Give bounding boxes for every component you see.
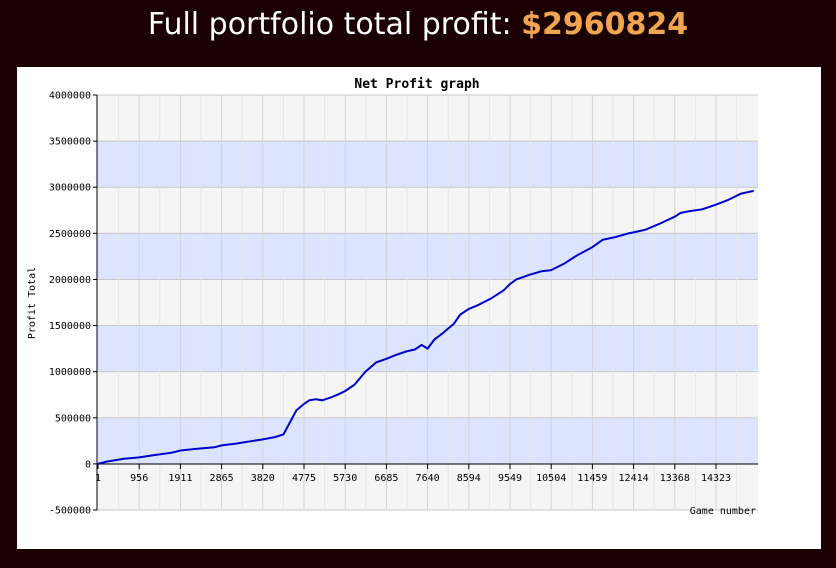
header-label: Full portfolio total profit: xyxy=(147,7,512,42)
x-tick-label: 8594 xyxy=(457,473,481,484)
chart-title: Net Profit graph xyxy=(354,77,479,92)
x-tick-label: 956 xyxy=(130,473,148,484)
y-tick-label: 0 xyxy=(85,459,91,470)
y-tick-label: -500000 xyxy=(49,506,91,517)
y-tick-label: 1500000 xyxy=(49,321,91,332)
profit-series-line xyxy=(97,189,754,465)
x-tick-label: 1 xyxy=(95,473,101,484)
net-profit-chart: Net Profit graph -5000000500000100000015… xyxy=(27,77,758,517)
y-axis-label: Profit Total xyxy=(27,267,38,339)
x-tick-label: 14323 xyxy=(701,473,731,484)
chart-panel: Net Profit graph -500000 0 500000 1000000 15… xyxy=(17,67,821,549)
y-tick-label: 2500000 xyxy=(49,229,91,240)
x-tick-label: 4775 xyxy=(292,473,316,484)
y-tick-label: 2000000 xyxy=(49,275,91,286)
x-tick-label: 12414 xyxy=(619,473,649,484)
y-tick-label: 3500000 xyxy=(49,137,91,148)
x-tick-label: 11459 xyxy=(577,473,607,484)
plot-grid xyxy=(97,94,758,511)
x-tick-label: 2865 xyxy=(210,473,234,484)
total-profit-amount: $2960824 xyxy=(521,7,689,42)
x-tick-label: 7640 xyxy=(416,473,440,484)
x-tick-label: 9549 xyxy=(498,473,522,484)
y-tick-label: 1000000 xyxy=(49,367,91,378)
x-tick-label: 1911 xyxy=(168,473,192,484)
y-tick-label: 3000000 xyxy=(49,183,91,194)
x-tick-label: 3820 xyxy=(251,473,275,484)
y-tick-label: 4000000 xyxy=(49,91,91,102)
x-tick-label: 13368 xyxy=(660,473,690,484)
y-tick-labels: -500000 0 500000 1000000 1500000 2000000 25000… xyxy=(49,91,97,517)
x-tick-label: 6685 xyxy=(374,473,398,484)
x-tick-labels: 1 956 1911 2865 3820 4775 5730 6685 7640 8594 9549… xyxy=(95,464,731,484)
x-axis-label: Game number xyxy=(690,506,756,517)
x-tick-label: 5730 xyxy=(333,473,357,484)
y-tick-label: 500000 xyxy=(55,413,91,424)
portfolio-profit-header: Full portfolio total profit: $2960824 xyxy=(0,0,836,52)
x-tick-label: 10504 xyxy=(536,473,566,484)
